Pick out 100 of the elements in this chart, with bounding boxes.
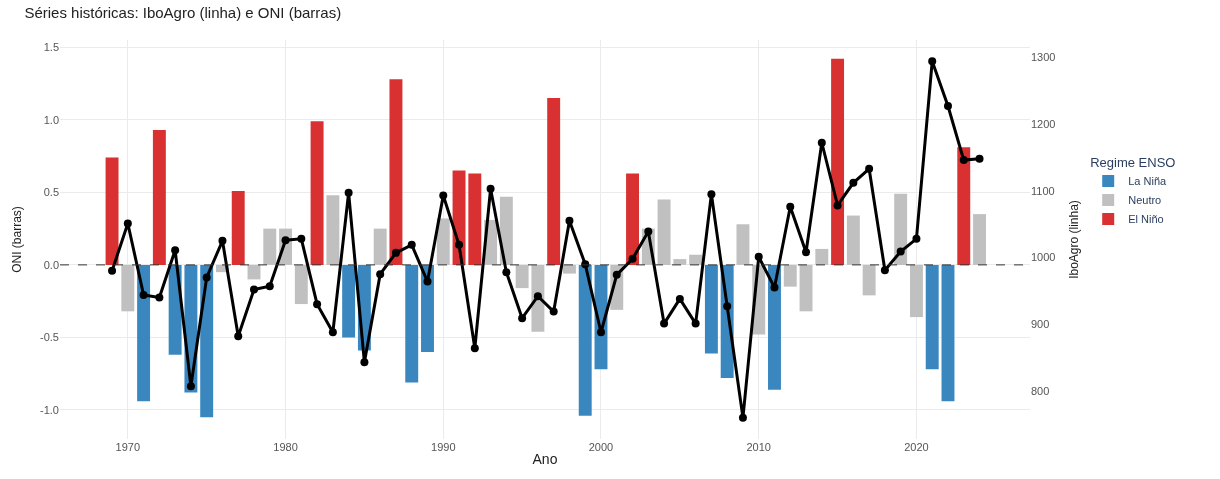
bar [405,264,419,383]
point [328,328,337,337]
bar [973,214,986,265]
point [455,240,464,249]
bar [515,264,529,289]
bar [263,228,277,265]
legend-label: La Niña [1128,175,1167,188]
chart-title: Séries históricas: IboAgro (linha) e ONI (barras) [24,3,342,21]
y2-tick-label: 1300 [1031,51,1056,64]
bar [499,196,513,265]
point [202,273,211,282]
point [612,270,621,279]
bar [909,264,923,318]
bar [547,98,561,265]
point [486,184,495,193]
bar [326,195,340,265]
bar [578,264,592,416]
point [770,283,779,292]
point [644,227,653,236]
bar [736,224,750,265]
point [865,164,874,173]
bar [689,254,703,265]
point [928,57,937,66]
point [155,293,164,302]
legend-label: Neutro [1128,194,1162,207]
bar [373,228,387,265]
x-axis-title: Ano [532,451,558,468]
point [880,266,889,275]
bar [294,264,308,305]
y2-tick-label: 1000 [1031,251,1056,264]
point [502,268,511,277]
bar [105,157,119,265]
point [786,202,795,211]
y-tick-label: -1.0 [40,403,59,416]
bar [815,248,829,265]
point [407,240,416,249]
bar [152,129,166,265]
point [344,188,353,197]
bar [862,264,876,296]
bar [121,264,135,312]
point [265,282,274,291]
point [738,413,747,422]
bar [704,264,718,354]
point [281,236,290,245]
bar [468,173,482,265]
point [802,248,811,257]
point [218,236,227,245]
x-tick-label: 2010 [746,441,771,453]
bar [831,58,845,265]
y2-tick-label: 1200 [1031,117,1056,130]
point [423,277,432,286]
bar [799,264,813,312]
y2-tick-label: 900 [1031,318,1050,331]
bar [846,215,860,265]
point [723,302,732,311]
point [707,190,716,199]
bar [925,264,939,370]
point [533,292,542,301]
point [313,300,322,309]
point [896,247,905,256]
bar [562,264,576,274]
y2-tick-label: 1100 [1031,184,1055,197]
point [943,102,952,111]
point [675,294,684,303]
point [754,252,763,261]
point [565,216,574,225]
point [186,382,195,391]
point [171,246,180,255]
y-tick-label: -0.5 [40,331,59,344]
point [549,307,558,316]
point [628,254,637,263]
point [376,270,385,279]
y2-tick-label: 800 [1031,384,1050,397]
x-tick-label: 2020 [904,441,929,453]
legend-label: El Niño [1128,213,1164,226]
y-tick-label: 0.5 [43,186,59,199]
point [139,290,148,299]
point [234,332,243,341]
bar [389,79,403,265]
point [660,319,669,328]
point [596,328,605,337]
point [959,156,968,165]
bar [342,264,356,338]
point [817,138,826,147]
point [297,234,306,243]
bar [626,173,639,265]
bar [137,264,151,402]
point [108,266,117,275]
bar [657,199,671,265]
bar [768,264,781,390]
y2-axis-title: IboAgro (linha) [1067,200,1082,279]
bar [783,264,797,287]
point [833,201,842,210]
point [849,178,858,187]
y-axis-title: ONI (barras) [10,206,25,273]
point [360,358,369,367]
x-tick-label: 1980 [273,441,298,453]
point [975,154,984,163]
y-tick-label: 0.0 [43,258,59,271]
x-tick-label: 1990 [431,441,456,453]
